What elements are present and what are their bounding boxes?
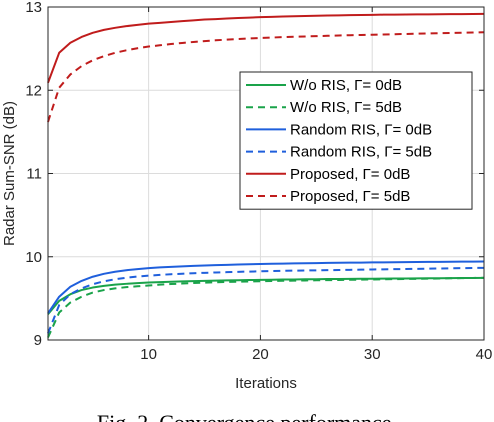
x-tick-label: 20 xyxy=(252,346,269,363)
series-line-3 xyxy=(47,260,485,314)
series-line-4 xyxy=(47,266,485,334)
x-tick-label: 10 xyxy=(140,346,157,363)
legend-label: Random RIS, Γ= 5dB xyxy=(290,144,432,161)
x-tick-label: 40 xyxy=(476,346,493,363)
y-tick-label: 12 xyxy=(25,82,42,99)
y-tick-label: 11 xyxy=(26,166,42,183)
x-tick-label: 30 xyxy=(364,346,381,363)
y-axis-label: Radar Sum-SNR (dB) xyxy=(1,101,18,246)
series-line-2 xyxy=(47,276,485,338)
legend-label: Proposed, Γ= 0dB xyxy=(290,166,410,183)
y-tick-label: 13 xyxy=(25,0,42,16)
legend-label: Proposed, Γ= 5dB xyxy=(290,188,410,205)
legend-box xyxy=(239,71,473,210)
legend: W/o RIS, Γ= 0dB W/o RIS, Γ= 5dB Random RIS… xyxy=(239,71,473,210)
figure-caption: Fig. 2. Convergence performance. xyxy=(97,410,397,422)
y-tick-label: 9 xyxy=(34,332,42,349)
legend-label: W/o RIS, Γ= 5dB xyxy=(290,99,402,116)
series-line-6 xyxy=(47,31,485,123)
y-tick-label: 10 xyxy=(25,249,42,266)
series-lines xyxy=(47,12,485,338)
x-axis-label: Iterations xyxy=(235,375,297,392)
axis-ticks: 10 20 30 40 9 10 11 12 13 xyxy=(25,0,492,363)
legend-label: W/o RIS, Γ= 0dB xyxy=(290,77,402,94)
series-line-5 xyxy=(47,12,485,84)
legend-label: Random RIS, Γ= 0dB xyxy=(290,121,432,138)
